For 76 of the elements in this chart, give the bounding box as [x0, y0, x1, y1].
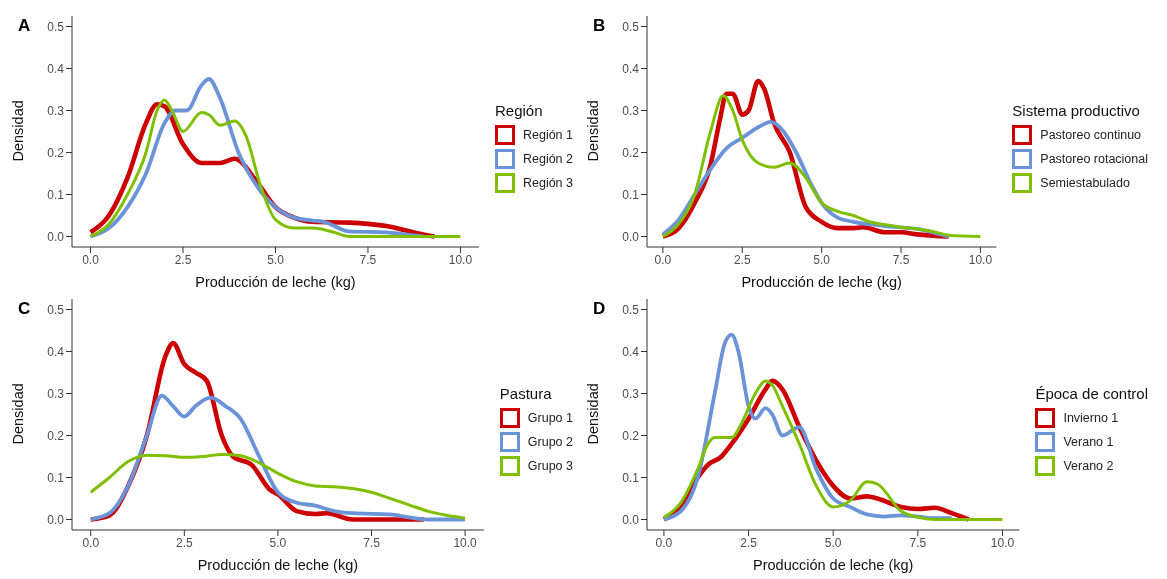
y-tick-label: 0.0 [622, 229, 640, 244]
legend-label: Pastoreo rotacional [1039, 151, 1148, 168]
y-tick-label: 0.1 [47, 187, 65, 202]
chart-title: B [593, 16, 606, 36]
x-tick-label: 7.5 [909, 535, 927, 550]
x-tick-label: 5.0 [813, 252, 831, 267]
x-tick-label: 2.5 [740, 535, 758, 550]
y-tick-label: 0.5 [47, 19, 65, 34]
y-tick-label: 0.4 [47, 61, 65, 76]
y-tick-label: 0.2 [622, 428, 640, 443]
x-tick-label: 5.0 [267, 252, 285, 267]
y-tick-label: 0.0 [47, 229, 65, 244]
x-axis-title: Producción de leche (kg) [753, 557, 914, 573]
y-tick-label: 0.2 [622, 145, 640, 160]
y-tick-label: 0.5 [622, 19, 640, 34]
y-tick-label: 0.4 [622, 61, 640, 76]
legend-label: Verano 1 [1062, 434, 1115, 451]
y-tick-label: 0.1 [47, 470, 65, 485]
y-tick-label: 0.4 [47, 344, 65, 359]
chart-title: C [18, 299, 31, 319]
legend-title: Sistema productivo [1012, 102, 1141, 119]
x-tick-label: 0.0 [82, 535, 100, 550]
y-tick-label: 0.1 [622, 187, 640, 202]
line-series [660, 78, 951, 239]
y-axis-title: Densidad [10, 100, 27, 162]
x-tick-label: 7.5 [892, 252, 910, 267]
x-tick-label: 2.5 [733, 252, 751, 267]
y-axis-title: Densidad [585, 383, 602, 445]
x-axis-title: Producción de leche (kg) [197, 557, 359, 573]
x-tick-label: 5.0 [824, 535, 842, 550]
y-tick-label: 0.4 [622, 344, 640, 359]
legend-label: Grupo 3 [526, 458, 573, 475]
x-tick-label: 2.5 [175, 535, 193, 550]
legend-label: Región 2 [521, 151, 573, 168]
legend-title: Época de control [1035, 385, 1148, 402]
y-tick-label: 0.3 [47, 386, 65, 401]
legend-label: Semiestabulado [1039, 175, 1131, 192]
legend-label: Grupo 1 [526, 410, 573, 427]
x-tick-label: 5.0 [269, 535, 287, 550]
legend-label: Pastoreo continuo [1039, 127, 1143, 144]
y-tick-label: 0.0 [622, 512, 640, 527]
y-tick-label: 0.3 [622, 103, 640, 118]
y-tick-label: 0.2 [47, 428, 65, 443]
x-tick-label: 0.0 [655, 535, 673, 550]
x-tick-label: 7.5 [363, 535, 381, 550]
line-series [89, 452, 467, 520]
line-series [661, 94, 982, 238]
x-tick-label: 0.0 [654, 252, 672, 267]
y-tick-label: 0.2 [47, 145, 65, 160]
y-tick-label: 0.5 [47, 302, 65, 317]
legend-title: Pastura [499, 385, 553, 402]
legend-label: Región 3 [521, 175, 573, 192]
legend-label: Grupo 2 [526, 434, 573, 451]
legend-label: Invierno 1 [1062, 410, 1120, 427]
y-tick-label: 0.5 [622, 302, 640, 317]
line-series [88, 393, 468, 522]
x-tick-label: 2.5 [174, 252, 192, 267]
chart-title: A [18, 16, 31, 36]
x-tick-label: 10.0 [453, 535, 478, 550]
y-axis-title: Densidad [10, 383, 27, 445]
y-axis-title: Densidad [585, 100, 602, 162]
x-tick-label: 7.5 [359, 252, 377, 267]
x-tick-label: 10.0 [990, 535, 1015, 550]
chart-title: D [593, 299, 606, 319]
x-axis-title: Producción de leche (kg) [741, 274, 902, 290]
legend-label: Región 1 [521, 127, 573, 144]
x-tick-label: 0.0 [82, 252, 100, 267]
legend-title: Región [494, 102, 544, 119]
y-tick-label: 0.1 [622, 470, 640, 485]
x-axis-title: Producción de leche (kg) [195, 274, 356, 290]
y-tick-label: 0.0 [47, 512, 65, 527]
x-tick-label: 10.0 [448, 252, 473, 267]
y-tick-label: 0.3 [622, 386, 640, 401]
x-tick-label: 10.0 [968, 252, 993, 267]
legend-label: Verano 2 [1062, 458, 1115, 475]
y-tick-label: 0.3 [47, 103, 65, 118]
